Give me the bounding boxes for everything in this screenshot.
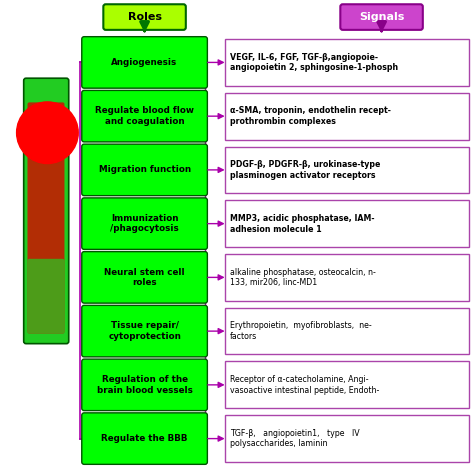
- FancyBboxPatch shape: [82, 413, 208, 465]
- FancyBboxPatch shape: [103, 4, 186, 30]
- Text: alkaline phosphatase, osteocalcin, n-
133, mir206, linc-MD1: alkaline phosphatase, osteocalcin, n- 13…: [230, 267, 376, 287]
- Text: Tissue repair/
cytoprotection: Tissue repair/ cytoprotection: [108, 321, 181, 341]
- Text: VEGF, IL-6, FGF, TGF-β,angiopoie-
angiopoietin 2, sphingosine-1-phosph: VEGF, IL-6, FGF, TGF-β,angiopoie- angiop…: [230, 53, 398, 73]
- Circle shape: [17, 102, 78, 164]
- Text: Roles: Roles: [128, 12, 162, 22]
- Text: TGF-β,   angiopoietin1,   type   IV
polysaccharides, laminin: TGF-β, angiopoietin1, type IV polysaccha…: [230, 428, 359, 448]
- Text: Immunization
/phagocytosis: Immunization /phagocytosis: [110, 214, 179, 233]
- Text: Regulation of the
brain blood vessels: Regulation of the brain blood vessels: [97, 375, 192, 394]
- FancyBboxPatch shape: [225, 39, 469, 86]
- FancyBboxPatch shape: [225, 308, 469, 355]
- FancyBboxPatch shape: [82, 91, 208, 142]
- FancyBboxPatch shape: [225, 200, 469, 247]
- Text: Angiogenesis: Angiogenesis: [111, 58, 178, 67]
- Text: Regulate blood flow
and coagulation: Regulate blood flow and coagulation: [95, 107, 194, 126]
- Text: α-SMA, troponin, endothelin recept-
prothrombin complexes: α-SMA, troponin, endothelin recept- prot…: [230, 106, 391, 126]
- FancyBboxPatch shape: [27, 259, 64, 334]
- FancyBboxPatch shape: [225, 415, 469, 462]
- Text: Signals: Signals: [359, 12, 404, 22]
- FancyBboxPatch shape: [225, 93, 469, 139]
- Text: MMP3, acidic phosphatase, IAM-
adhesion molecule 1: MMP3, acidic phosphatase, IAM- adhesion …: [230, 214, 374, 234]
- FancyBboxPatch shape: [225, 146, 469, 193]
- FancyBboxPatch shape: [82, 198, 208, 249]
- FancyBboxPatch shape: [27, 102, 64, 334]
- FancyBboxPatch shape: [24, 78, 69, 344]
- FancyBboxPatch shape: [82, 305, 208, 357]
- Text: Neural stem cell
roles: Neural stem cell roles: [104, 268, 185, 287]
- FancyBboxPatch shape: [225, 254, 469, 301]
- Text: Receptor of α-catecholamine, Angi-
vasoactive intestinal peptide, Endoth-: Receptor of α-catecholamine, Angi- vasoa…: [230, 375, 379, 395]
- FancyBboxPatch shape: [82, 252, 208, 303]
- Text: PDGF-β, PDGFR-β, urokinase-type
plasminogen activator receptors: PDGF-β, PDGFR-β, urokinase-type plasmino…: [230, 160, 380, 180]
- FancyBboxPatch shape: [82, 359, 208, 410]
- FancyBboxPatch shape: [340, 4, 423, 30]
- Text: Migration function: Migration function: [99, 165, 191, 174]
- FancyBboxPatch shape: [225, 362, 469, 408]
- FancyBboxPatch shape: [82, 144, 208, 196]
- Text: Erythropoietin,  myofibroblasts,  ne-
factors: Erythropoietin, myofibroblasts, ne- fact…: [230, 321, 372, 341]
- Text: Regulate the BBB: Regulate the BBB: [101, 434, 188, 443]
- FancyBboxPatch shape: [82, 36, 208, 88]
